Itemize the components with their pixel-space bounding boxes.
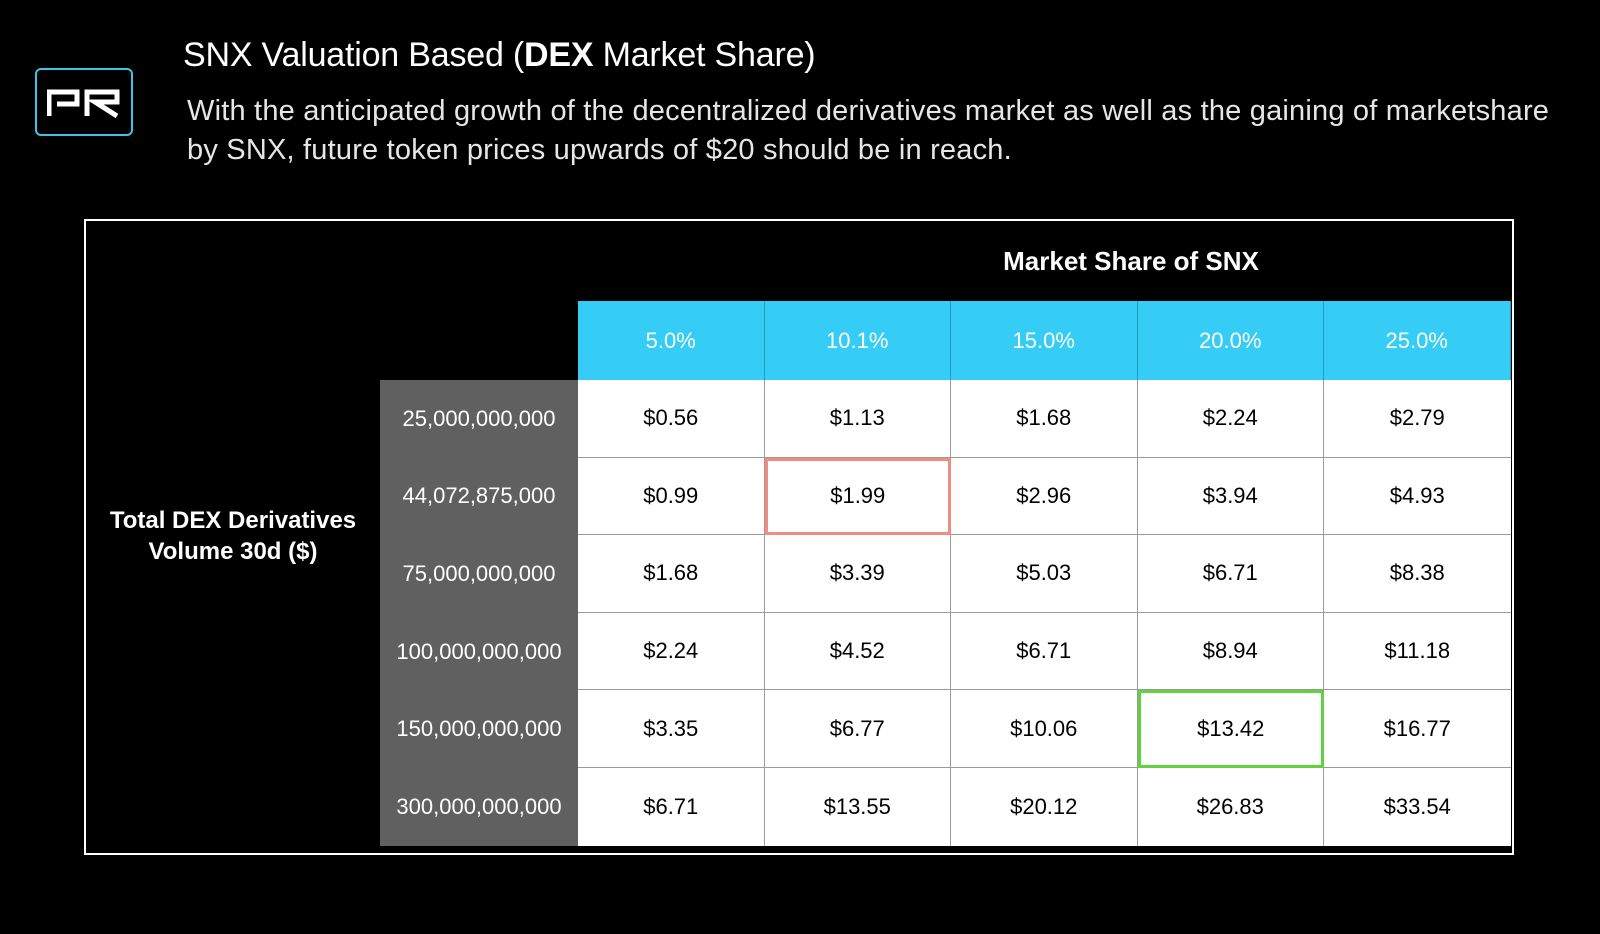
table-cell: $8.94	[1137, 612, 1324, 691]
row-header: 44,072,875,000	[380, 457, 578, 536]
table-caption: Market Share of SNX	[1003, 245, 1259, 276]
title-text-end: Market Share)	[593, 36, 816, 74]
table-cell: $13.55	[764, 768, 951, 846]
table-cell: $5.03	[951, 535, 1138, 613]
row-header: 100,000,000,000	[380, 612, 578, 691]
table-cell: $2.96	[951, 457, 1138, 536]
column-header: 5.0%	[578, 301, 765, 380]
pr-logo	[35, 68, 133, 136]
table-cell: $6.71	[578, 768, 765, 846]
table-cell: $1.68	[578, 535, 765, 613]
table-cell: $33.54	[1324, 768, 1511, 846]
highlighted-cell: $1.99	[764, 457, 951, 536]
row-axis-label-text: Total DEX Derivatives Volume 30d ($)	[109, 507, 357, 565]
row-header: 150,000,000,000	[380, 690, 578, 768]
column-header: 20.0%	[1137, 301, 1324, 380]
page-subtitle: With the anticipated growth of the decen…	[187, 95, 1550, 166]
table-cell: $2.24	[1137, 380, 1324, 458]
table-cell: $20.12	[951, 768, 1138, 846]
table-cell: $3.94	[1137, 457, 1324, 536]
page-title: SNX Valuation Based (DEX Market Share)	[183, 34, 816, 76]
pr-logo-mark	[47, 89, 120, 118]
table-cell: $16.77	[1324, 690, 1511, 768]
table-cell: $8.38	[1324, 535, 1511, 613]
table-cell: $6.71	[951, 612, 1138, 691]
table-cell: $2.24	[578, 612, 765, 691]
column-header: 25.0%	[1324, 301, 1511, 380]
table-cell: $0.99	[578, 457, 765, 536]
row-header: 300,000,000,000	[380, 768, 578, 846]
row-header: 75,000,000,000	[380, 535, 578, 613]
column-header: 15.0%	[951, 301, 1138, 380]
title-text-bold: DEX	[524, 36, 594, 74]
table-cell: $1.13	[764, 380, 951, 458]
title-text-start: SNX Valuation Based (	[183, 36, 525, 74]
table-cell: $6.77	[764, 690, 951, 768]
table-cell: $4.52	[764, 612, 951, 691]
table-cell: $26.83	[1137, 768, 1324, 846]
table-cell: $10.06	[951, 690, 1138, 768]
table-cell: $6.71	[1137, 535, 1324, 613]
valuation-table: Market Share of SNX Total DEX Derivative…	[84, 219, 1514, 855]
table-cell: $0.56	[578, 380, 765, 458]
table-cell: $3.35	[578, 690, 765, 768]
highlighted-cell: $13.42	[1137, 690, 1324, 768]
column-header: 10.1%	[764, 301, 951, 380]
table-cell: $1.68	[951, 380, 1138, 458]
row-axis-label: Total DEX Derivatives Volume 30d ($)	[86, 457, 380, 615]
table-cell: $2.79	[1324, 380, 1511, 458]
table-cell: $11.18	[1324, 612, 1511, 691]
row-header: 25,000,000,000	[380, 380, 578, 458]
table-cell: $4.93	[1324, 457, 1511, 536]
table-cell: $3.39	[764, 535, 951, 613]
